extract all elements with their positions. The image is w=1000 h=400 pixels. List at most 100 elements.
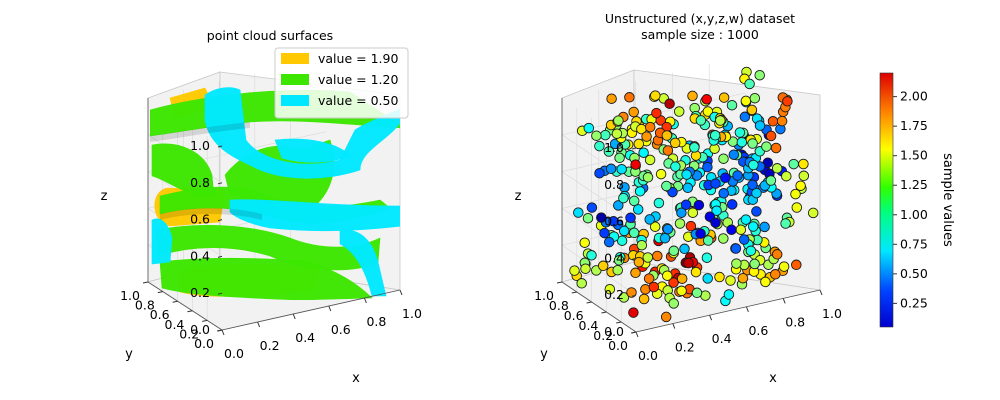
- scatter-point: [600, 129, 611, 141]
- scatter-point: [747, 221, 759, 232]
- scatter-point: [579, 237, 590, 248]
- scatter-point: [701, 252, 713, 263]
- x-tick-mark: [221, 329, 225, 336]
- scatter-point: [643, 273, 655, 284]
- x-tick-mark: [399, 289, 403, 296]
- y-tick-label: 0.6: [150, 307, 170, 322]
- scatter-point: [608, 216, 619, 227]
- scatter-point: [628, 195, 640, 207]
- x-tick-label: 1.0: [822, 306, 842, 321]
- scatter-point: [728, 149, 740, 160]
- scatter-point: [736, 136, 748, 148]
- scatter-point: [680, 199, 692, 210]
- scatter-point: [669, 137, 681, 149]
- scatter-point: [591, 130, 602, 141]
- scatter-point: [748, 159, 759, 171]
- scatter-point: [626, 287, 637, 298]
- scatter-point: [770, 269, 781, 280]
- scatter-point: [751, 187, 762, 199]
- scatter-point: [765, 175, 777, 186]
- scatter-point: [594, 140, 605, 152]
- z-tick-mark: [217, 329, 223, 332]
- scatter-point: [668, 277, 679, 288]
- scatter-point: [711, 205, 722, 216]
- z-tick-label: 0.4: [190, 248, 210, 263]
- scatter-point: [710, 178, 721, 189]
- surface-shade-0: [150, 122, 250, 142]
- scatter-point: [649, 221, 661, 232]
- y-tick-label: 0.4: [579, 318, 599, 333]
- surface-shade-1: [160, 208, 262, 220]
- scatter-point: [613, 115, 624, 126]
- scatter-point: [723, 289, 735, 300]
- z-tick-label: 0.6: [604, 214, 624, 229]
- scatter-point: [642, 252, 654, 263]
- scatter-point: [691, 287, 703, 299]
- scatter-point: [673, 106, 685, 117]
- scatter-point: [746, 104, 758, 116]
- scatter-point: [569, 265, 580, 276]
- scatter-point: [687, 90, 698, 102]
- z-tick-mark: [217, 255, 223, 258]
- scatter-point: [745, 245, 757, 257]
- x-tick-mark: [709, 315, 713, 321]
- scatter-point: [642, 172, 654, 183]
- scatter-point: [770, 142, 782, 154]
- scatter-point: [718, 153, 729, 164]
- y-tick-label: 0.2: [179, 326, 199, 341]
- y-tick-mark: [187, 310, 193, 313]
- y-tick-mark: [202, 319, 208, 322]
- z-tick-label: 0.2: [604, 287, 624, 302]
- scatter-point: [628, 227, 640, 239]
- scatter-point: [648, 281, 660, 293]
- scatter-point: [709, 130, 721, 141]
- legend-swatch-mid: [281, 74, 309, 85]
- scatter-point: [614, 152, 625, 164]
- right-x-axis-label: x: [769, 371, 777, 386]
- z-tick-mark: [217, 219, 223, 222]
- left-x-axis-label: x: [352, 371, 360, 386]
- scatter-points: [569, 66, 819, 323]
- scatter-point: [730, 243, 742, 254]
- scatter-point: [739, 111, 751, 123]
- scatter-point: [660, 311, 672, 323]
- scatter-point: [735, 224, 747, 235]
- scatter-point: [791, 259, 802, 271]
- scatter-point: [798, 170, 810, 182]
- x-tick-label: 0.0: [224, 346, 244, 361]
- scatter-point: [583, 122, 595, 134]
- z-tick-mark: [217, 182, 223, 185]
- scatter-point: [630, 267, 641, 279]
- scatter-point: [749, 92, 761, 104]
- scatter-point: [790, 188, 801, 200]
- scatter-point: [611, 128, 623, 139]
- scatter-point: [718, 233, 729, 244]
- x-tick-label: 0.8: [366, 314, 386, 329]
- scatter-point: [702, 106, 714, 117]
- scatter-point: [767, 116, 779, 127]
- scatter-point: [618, 292, 630, 303]
- scatter-point: [662, 270, 673, 281]
- x-tick-label: 0.8: [785, 314, 805, 329]
- colorbar-ticks: 0.25 0.50 0.75 1.00 1.25 1.50 1.75 2.00: [893, 89, 928, 310]
- scatter-point: [715, 115, 726, 126]
- scatter-point: [580, 263, 591, 274]
- scatter-point: [650, 90, 661, 101]
- grid-line: [561, 208, 637, 259]
- legend-swatch-high: [281, 53, 309, 64]
- scatter-point: [720, 172, 731, 184]
- scatter-point: [725, 275, 736, 286]
- colorbar: 0.25 0.50 0.75 1.00 1.25 1.50 1.75 2.00 sample …: [879, 72, 955, 328]
- scatter-point: [714, 271, 725, 283]
- scatter-point: [618, 225, 630, 237]
- scatter-point: [702, 161, 713, 173]
- scatter-point: [633, 256, 645, 268]
- y-tick-label: 1.0: [120, 288, 140, 303]
- colorbar-tick-label: 0.25: [900, 295, 928, 310]
- y-tick-label: 1.0: [534, 288, 554, 303]
- scatter-point: [734, 127, 746, 138]
- scatter-point: [625, 212, 636, 224]
- scatter-point: [771, 249, 783, 260]
- y-tick-label: 0.8: [549, 298, 569, 313]
- colorbar-tick-label: 1.50: [900, 148, 928, 163]
